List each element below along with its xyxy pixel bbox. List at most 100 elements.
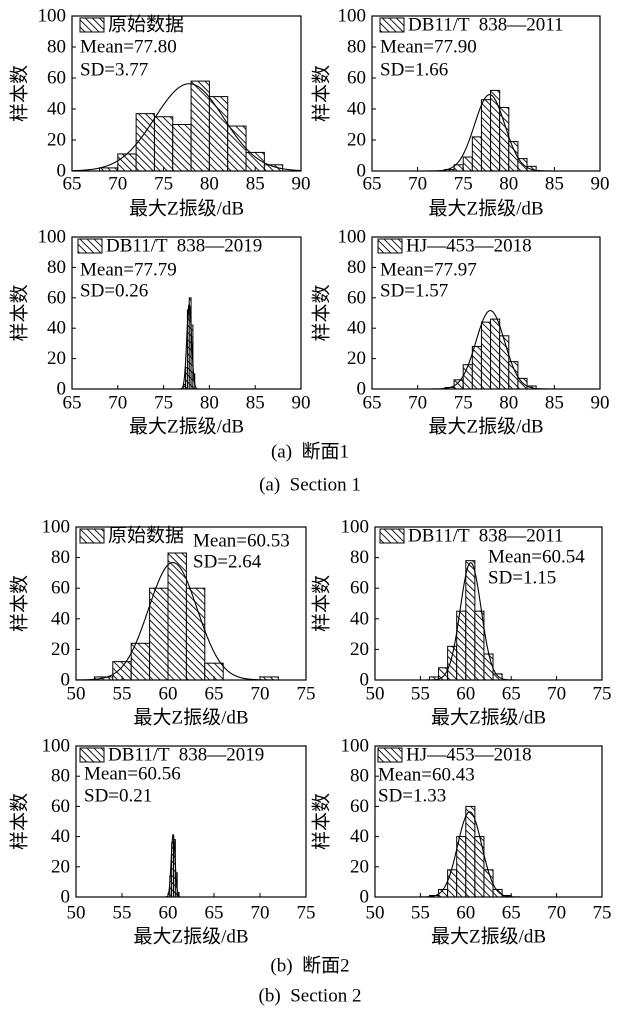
histogram-bar <box>185 587 206 680</box>
x-tick-label: 65 <box>63 393 82 414</box>
x-tick-label: 65 <box>363 393 382 414</box>
x-tick-label: 65 <box>363 174 382 195</box>
y-tick-label: 80 <box>347 37 366 58</box>
x-tick-label: 70 <box>408 393 427 414</box>
plot-area <box>421 89 558 171</box>
histogram-bar <box>462 156 473 171</box>
histogram-chart: 50 55 60 65 70 75 0 20 40 60 80 100 最大Z振级/dB 样本数 原始数据 M… <box>9 517 316 729</box>
y-axis-title: 样本数 <box>9 65 31 122</box>
y-tick-label: 100 <box>38 227 67 248</box>
x-tick-label: 65 <box>502 684 521 705</box>
y-tick-label: 0 <box>57 161 67 182</box>
mean-label: Mean=60.43 <box>378 765 475 786</box>
histogram-bar <box>153 116 174 171</box>
y-tick-label: 60 <box>350 796 369 817</box>
histogram-bar <box>447 869 458 897</box>
histogram-bar <box>483 869 494 897</box>
y-tick-label: 60 <box>347 68 366 89</box>
y-tick-label: 80 <box>347 257 366 278</box>
y-tick-label: 0 <box>61 670 71 691</box>
y-axis-title: 样本数 <box>311 793 333 850</box>
y-tick-label: 40 <box>350 826 369 847</box>
normal-fit-curve <box>178 303 200 389</box>
plot-frame <box>371 236 601 390</box>
y-tick-label: 60 <box>47 287 66 308</box>
x-axis-title: 最大Z振级/dB <box>133 707 248 729</box>
legend-label: 原始数据 <box>108 525 184 547</box>
x-tick-label: 70 <box>251 903 270 924</box>
section-a-caption-en: (a) Section 1 <box>259 475 361 496</box>
histogram-chart: 65 70 75 80 85 90 0 20 40 60 80 100 最大Z振级/dB 样本数 DB11/… <box>311 6 610 220</box>
x-tick-label: 70 <box>408 174 427 195</box>
y-tick-label: 100 <box>338 227 367 248</box>
y-tick-label: 40 <box>350 608 369 629</box>
sd-label: SD=0.21 <box>84 786 152 807</box>
mean-label: Mean=77.80 <box>80 37 177 58</box>
y-tick-label: 100 <box>341 517 370 538</box>
normal-fit-curve <box>76 561 283 680</box>
plot-area <box>415 805 525 897</box>
normal-fit-curve <box>421 94 558 171</box>
x-tick-label: 65 <box>205 684 224 705</box>
legend-label: HJ—453—2018 <box>406 236 532 257</box>
x-tick-label: 75 <box>593 903 612 924</box>
histogram-chart: 65 70 75 80 85 90 0 20 40 60 80 100 最大Z振级/dB 样本数 DB11/… <box>9 227 311 438</box>
histogram-bar <box>208 96 229 171</box>
sd-label: SD=1.15 <box>488 568 556 589</box>
sd-label: SD=3.77 <box>80 60 148 81</box>
plot-area <box>423 560 518 680</box>
x-tick-label: 85 <box>545 174 564 195</box>
y-tick-label: 20 <box>47 348 66 369</box>
y-tick-label: 20 <box>347 130 366 151</box>
x-tick-label: 70 <box>251 684 270 705</box>
histogram-bar <box>526 165 537 171</box>
legend-swatch <box>77 238 103 254</box>
y-tick-label: 60 <box>51 578 70 599</box>
x-axis-title: 最大Z振级/dB <box>428 416 543 438</box>
legend-swatch <box>379 17 405 33</box>
plot-frame <box>374 526 603 681</box>
x-tick-label: 55 <box>411 903 430 924</box>
x-tick-label: 75 <box>593 684 612 705</box>
y-tick-label: 60 <box>51 796 70 817</box>
x-tick-label: 70 <box>547 684 566 705</box>
x-tick-label: 60 <box>456 684 475 705</box>
histogram-bar <box>499 335 510 389</box>
histogram-chart: 50 55 60 65 70 75 0 20 40 60 80 100 最大Z振级/dB 样本数 DB11/… <box>311 517 612 729</box>
mean-label: Mean=77.97 <box>380 260 477 281</box>
x-tick-label: 70 <box>108 393 127 414</box>
legend-swatch <box>79 747 105 763</box>
x-tick-label: 90 <box>292 393 311 414</box>
normal-fit-curve <box>72 83 301 171</box>
y-tick-label: 100 <box>42 736 71 757</box>
histogram-chart: 65 70 75 80 85 90 0 20 40 60 80 100 最大Z振级/dB 样本数 原始数据M… <box>9 6 311 220</box>
x-axis-title: 最大Z振级/dB <box>129 198 244 220</box>
normal-fit-curve <box>415 811 525 897</box>
histogram-bar <box>465 805 476 897</box>
x-tick-label: 85 <box>246 174 265 195</box>
y-tick-label: 80 <box>350 766 369 787</box>
y-tick-label: 40 <box>47 318 66 339</box>
x-axis-title: 最大Z振级/dB <box>428 198 543 220</box>
y-tick-label: 100 <box>338 6 367 27</box>
histogram-bar <box>492 673 503 680</box>
y-tick-label: 100 <box>38 6 67 27</box>
y-tick-label: 40 <box>51 826 70 847</box>
legend-label: DB11/T 838—2011 <box>408 526 564 547</box>
y-tick-label: 60 <box>47 68 66 89</box>
plot-area <box>425 310 555 389</box>
y-axis-title: 样本数 <box>311 65 333 122</box>
plot-frame <box>371 15 601 172</box>
histogram-bar <box>492 888 503 897</box>
mean-label: Mean=60.56 <box>84 764 181 785</box>
y-axis-title: 样本数 <box>311 284 333 341</box>
x-tick-label: 80 <box>200 174 219 195</box>
plot-area <box>76 552 283 680</box>
x-tick-label: 65 <box>502 903 521 924</box>
section-b-caption-zh: (b) 断面2 <box>270 955 349 977</box>
charts-container: 65 70 75 80 85 90020406080100最大Z振级/dB样本数原始数据M… <box>9 6 612 948</box>
histogram-bar <box>474 836 485 897</box>
normal-fit-curve <box>425 310 555 389</box>
x-tick-label: 55 <box>113 684 132 705</box>
plot-area <box>164 833 182 897</box>
